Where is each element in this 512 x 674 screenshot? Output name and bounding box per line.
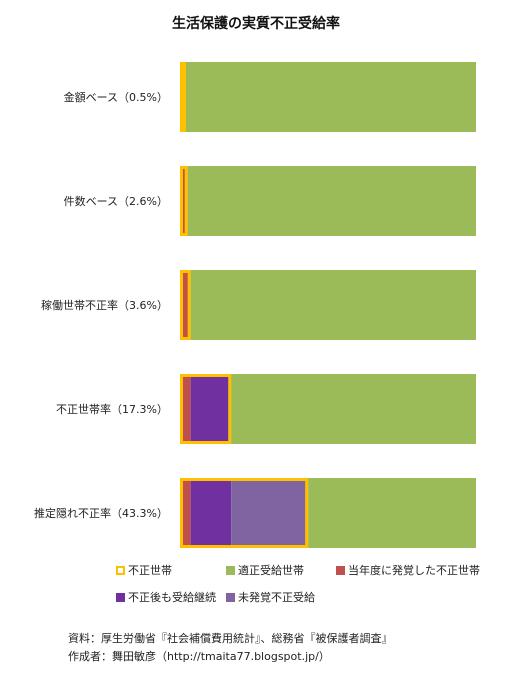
category-label: 件数ベース（2.6%） [64, 195, 168, 208]
bar-segment-0 [180, 374, 191, 444]
source-line-2: 作成者：舞田敏彦（http://tmaita77.blogspot.jp/） [68, 649, 330, 663]
legend-swatch [226, 593, 235, 602]
bar-segment-0 [180, 166, 188, 236]
bar-segment-3 [308, 478, 476, 548]
bar-segment-1 [190, 478, 232, 548]
fraud-outline [180, 62, 186, 132]
bar-segment-3 [190, 270, 476, 340]
legend-label: 不正後も受給継続 [128, 590, 216, 604]
category-label: 推定隠れ不正率（43.3%） [34, 506, 168, 520]
bar-segment-3 [187, 166, 477, 236]
legend-swatch [226, 566, 235, 575]
source-line-1: 資料：厚生労働省『社会補償費用統計』、総務省『被保護者調査』 [68, 631, 393, 645]
legend-label: 適正受給世帯 [238, 563, 304, 577]
bar-segment-1 [190, 374, 232, 444]
bar-segment-3 [231, 374, 476, 444]
bar-segment-3 [181, 62, 477, 132]
fraud-outline [180, 478, 309, 548]
legend-swatch [116, 566, 125, 575]
plot-area: 金額ベース（0.5%） 件数ベース（2.6%） 稼働世帯不正率（3.6%） 不正世帯率… [34, 62, 477, 548]
bar-segment-0 [180, 270, 191, 340]
chart-title: 生活保護の実質不正受給率 [172, 15, 340, 32]
bar-segment-2 [231, 478, 309, 548]
legend-label: 当年度に発覚した不正世帯 [348, 563, 480, 577]
fraud-outline [180, 270, 191, 340]
fraud-outline [180, 166, 188, 236]
category-label: 稼働世帯不正率（3.6%） [41, 298, 168, 312]
category-label: 金額ベース（0.5%） [64, 90, 168, 104]
category-label: 不正世帯率（17.3%） [56, 402, 168, 416]
legend-swatch [336, 566, 345, 575]
legend-swatch [116, 593, 125, 602]
legend-label: 未発覚不正受給 [238, 590, 315, 604]
bar-segment-0 [180, 478, 191, 548]
legend-label: 不正世帯 [128, 564, 172, 577]
fraud-outline [180, 374, 232, 444]
